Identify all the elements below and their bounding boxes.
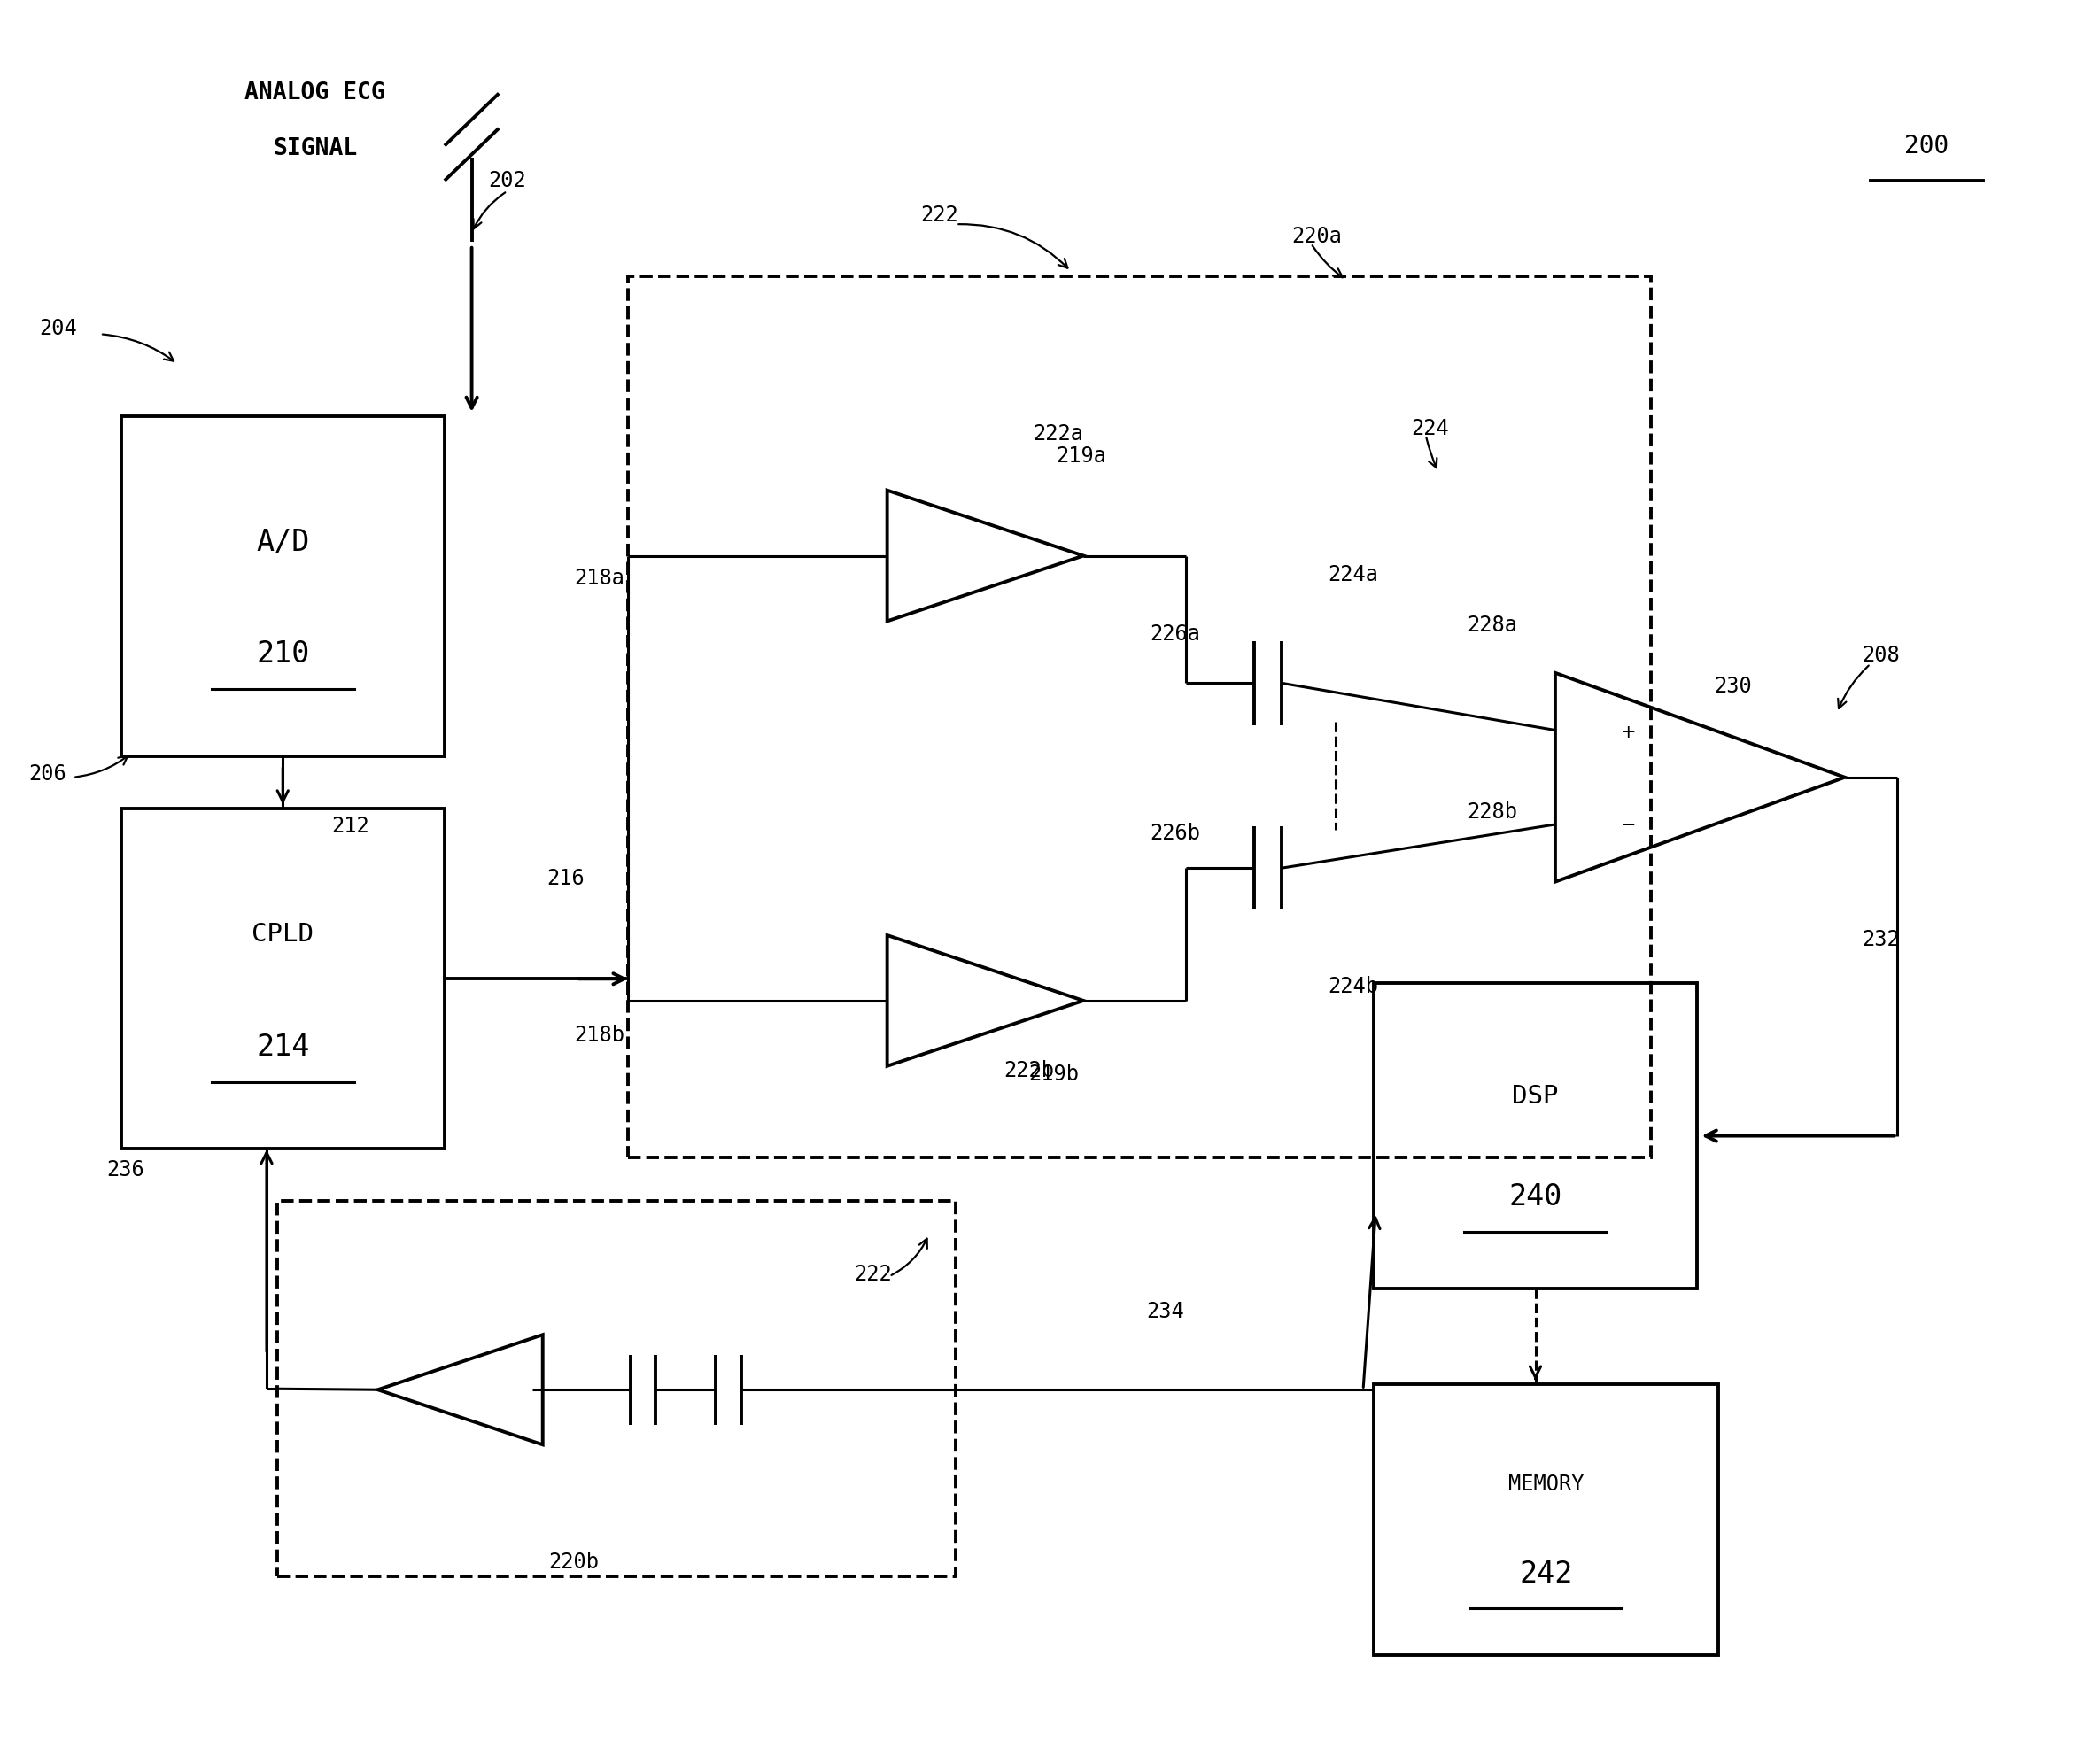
Text: 218b: 218b [573,1024,624,1045]
Text: 226a: 226a [1151,624,1201,645]
Text: 232: 232 [1863,929,1900,951]
Text: 210: 210 [256,640,309,669]
Text: 222: 222 [920,206,958,227]
Text: 230: 230 [1714,676,1751,698]
Text: 220b: 220b [548,1551,598,1573]
Bar [122,416,445,756]
Text: ANALOG ECG: ANALOG ECG [246,83,386,105]
Text: 216: 216 [546,868,584,889]
Text: 234: 234 [1147,1300,1184,1321]
Text: 224: 224 [1411,418,1449,439]
Text: 226b: 226b [1151,822,1201,843]
Text: 204: 204 [40,318,78,339]
Bar [1373,984,1697,1288]
Text: DSP: DSP [1512,1084,1558,1109]
Text: 228b: 228b [1468,801,1518,822]
Text: 224a: 224a [1327,564,1378,585]
Text: 242: 242 [1518,1558,1573,1588]
Text: 236: 236 [107,1160,145,1181]
Text: 219a: 219a [1056,446,1107,467]
Bar [122,808,445,1149]
Text: CPLD: CPLD [252,922,313,947]
Text: 228a: 228a [1468,615,1518,636]
Text: 208: 208 [1863,645,1900,666]
Text: 219b: 219b [1029,1063,1079,1084]
Text: SIGNAL: SIGNAL [273,137,357,160]
Bar [277,1202,956,1576]
Text: MEMORY: MEMORY [1508,1474,1583,1495]
Text: 222b: 222b [1004,1059,1054,1081]
Text: 214: 214 [256,1033,309,1061]
Text: 224b: 224b [1327,977,1378,998]
Text: 200: 200 [1905,134,1949,158]
Bar [1373,1385,1718,1655]
Text: 222a: 222a [1033,423,1084,445]
Text: 240: 240 [1508,1182,1562,1212]
Text: −: − [1621,817,1636,835]
Bar [628,276,1651,1158]
Text: 220a: 220a [1292,227,1342,248]
Text: 206: 206 [29,763,67,784]
Text: 202: 202 [489,170,527,192]
Text: 218a: 218a [573,568,624,589]
Text: +: + [1621,724,1636,741]
Text: 222: 222 [853,1263,892,1284]
Text: A/D: A/D [256,527,309,557]
Text: 212: 212 [332,815,370,836]
